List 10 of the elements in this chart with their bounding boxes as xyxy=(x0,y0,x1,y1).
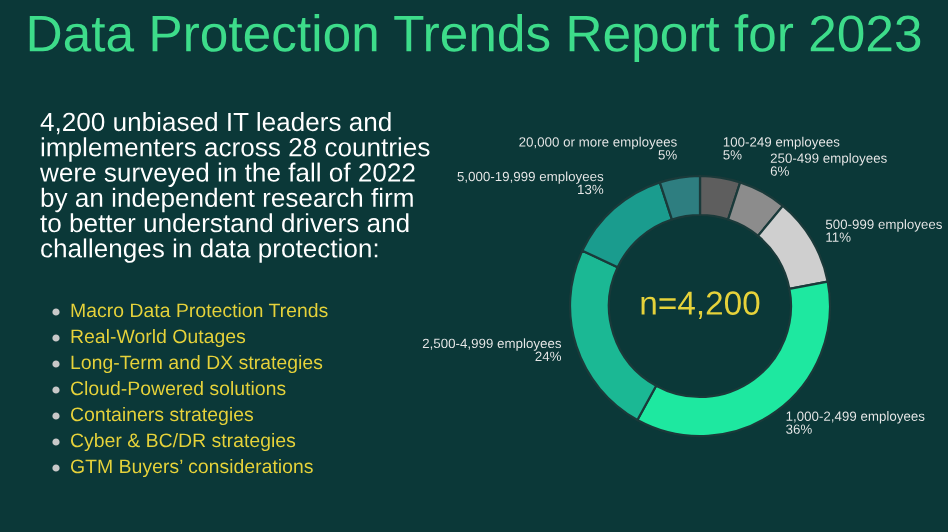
text: Cloud-Powered solutions xyxy=(70,380,286,396)
chart-title: Data Protection Trends Report for 2023 xyxy=(29,14,921,62)
text: Long-Term and DX strategies xyxy=(71,354,323,374)
text: Cyber & BC/DR strategies xyxy=(70,432,296,452)
text: Containers strategies xyxy=(70,406,254,426)
text: Real-World Outages xyxy=(71,328,246,348)
text: n=4,200 xyxy=(641,291,760,319)
text: GTM Buyers’ considerations xyxy=(70,458,313,478)
text: 4,200 unbiased IT leaders and implementers across 28 countries were surveyed in the fall of 2022 by an independent research firm to better understand drivers and challenges in data protection: xyxy=(39,112,430,263)
text: Macro Data Protection Trends xyxy=(71,302,328,318)
